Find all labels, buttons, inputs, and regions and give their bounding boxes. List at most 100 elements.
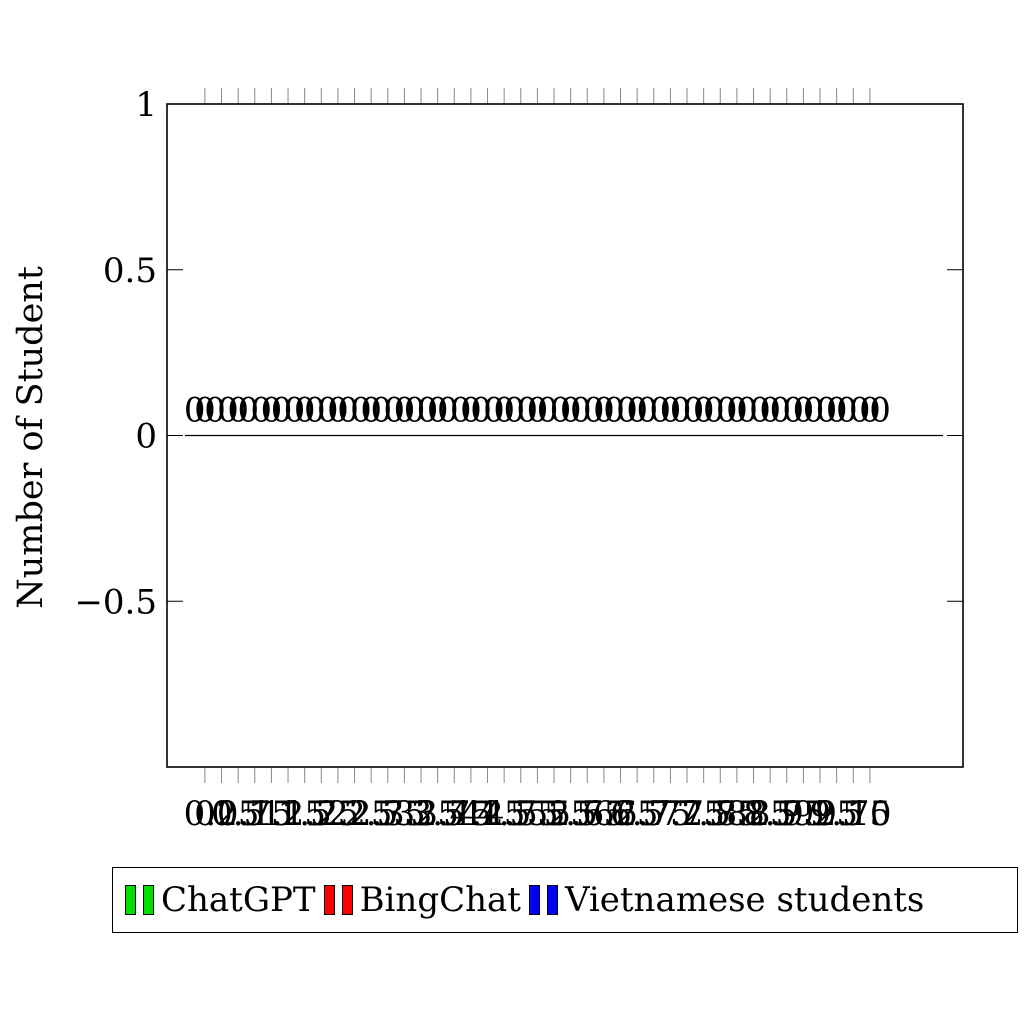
bar-value-label: 0: [693, 391, 715, 431]
y-tick-label: 1: [135, 85, 157, 125]
bar-value-label: 0: [803, 391, 825, 431]
x-tick-label: 9.5: [810, 794, 864, 834]
bar-value-label: 0: [793, 391, 815, 431]
legend-swatch: [546, 885, 558, 915]
x-tick-label: 0.25: [184, 794, 260, 834]
bar-value-label: 0: [504, 391, 526, 431]
bar-value-label: 0: [337, 391, 359, 431]
bar-value-label: 0: [217, 391, 239, 431]
x-tick-label: 2.75: [350, 794, 426, 834]
bar-value-label: 0: [593, 391, 615, 431]
x-tick-label: 10: [848, 794, 891, 834]
bar-value-label: 0: [726, 391, 748, 431]
bar-value-label: 0: [437, 391, 459, 431]
x-tick-labels: 00.250.50.7511.251.51.7522.252.52.7533.2…: [184, 794, 892, 834]
bar-value-label: 0: [826, 391, 848, 431]
x-tick-label: 4.25: [450, 794, 526, 834]
x-tick-label: 9.75: [815, 794, 891, 834]
x-tick-label: 0.75: [217, 794, 293, 834]
bar-value-label: 0: [637, 391, 659, 431]
x-tick-label: 7: [660, 794, 682, 834]
y-tick-label: 0: [135, 417, 157, 457]
bar-value-label: 0: [603, 391, 625, 431]
x-tick-label: 8.75: [749, 794, 825, 834]
bar-value-label: 0: [271, 391, 293, 431]
x-tick-label: 1.75: [283, 794, 359, 834]
x-tick-label: 4.5: [477, 794, 531, 834]
x-tick-label: 3.5: [411, 794, 465, 834]
y-tick-label: 0.5: [103, 251, 157, 291]
bar-value-label: 0: [770, 391, 792, 431]
x-tick-label: 1: [261, 794, 283, 834]
bar-value-label: 0: [527, 391, 549, 431]
bar-value-label: 0: [184, 391, 206, 431]
bar-value-label: 0: [859, 391, 881, 431]
bar-value-labels: 0 0 0 0 0 0 0 0 0 0 0 0 0 0 0 0 0 0 0 0 00 0 0 0 0 0 0 0 0 0 0 0 0 0 0 0 0 0 0…: [184, 391, 891, 431]
bar-value-label: 0: [394, 391, 416, 431]
y-tick-marks: [167, 103, 963, 602]
bar-value-label: 0: [371, 391, 393, 431]
x-tick-label: 8.25: [716, 794, 792, 834]
bar-value-label: 0: [660, 391, 682, 431]
x-tick-label: 3.75: [416, 794, 492, 834]
bar-value-label: 0: [782, 391, 804, 431]
legend-item: Vietnamese students: [528, 880, 925, 920]
bar-value-label: 0: [703, 391, 725, 431]
bar-value-label: 0: [537, 391, 559, 431]
bar-value-label: 0: [327, 391, 349, 431]
x-tick-label: 6: [593, 794, 615, 834]
bar-value-label: 0: [716, 391, 738, 431]
legend-label: Vietnamese students: [564, 880, 925, 920]
x-tick-label: 8: [726, 794, 748, 834]
bar-value-label: 0: [616, 391, 638, 431]
bar-value-label: 0: [759, 391, 781, 431]
x-tick-label: 5.75: [549, 794, 625, 834]
x-tick-label: 3: [394, 794, 416, 834]
bar-value-label: 0: [749, 391, 771, 431]
legend-label: ChatGPT: [161, 880, 316, 920]
bar-value-label: 0: [583, 391, 605, 431]
bar-value-label: 0: [849, 391, 871, 431]
y-tick-labels: −0.5 0 0.5 1: [74, 85, 157, 622]
x-tick-label: 0.5: [211, 794, 265, 834]
bar-value-label: 0: [460, 391, 482, 431]
x-tick-label: 6.5: [610, 794, 664, 834]
legend-swatch: [528, 885, 540, 915]
bar-value-label: 0: [284, 391, 306, 431]
y-axis-label: Number of Student: [11, 266, 51, 609]
bar-value-label: 0: [670, 391, 692, 431]
x-tick-label: 8.5: [743, 794, 797, 834]
x-tick-label: 1.25: [250, 794, 326, 834]
bar-value-label: 0: [550, 391, 572, 431]
bar-value-label: 0: [261, 391, 283, 431]
plot-area-frame: [166, 103, 964, 768]
legend-label: BingChat: [359, 880, 521, 920]
bar-value-label: 0: [350, 391, 372, 431]
x-tick-label: 3.25: [383, 794, 459, 834]
bar-value-label: 0: [427, 391, 449, 431]
legend: ChatGPT BingChat Vietnamese students: [112, 867, 1018, 933]
bar-value-label: 0: [250, 391, 272, 431]
legend-swatch: [341, 885, 353, 915]
x-tick-label: 6.25: [583, 794, 659, 834]
y-tick-label: −0.5: [74, 582, 157, 622]
x-tick-label: 7.5: [677, 794, 731, 834]
bar-value-label: 0: [516, 391, 538, 431]
x-tick-label: 4: [460, 794, 482, 834]
bar-value-label: 0: [417, 391, 439, 431]
legend-swatch: [323, 885, 335, 915]
bar-value-label: 0: [736, 391, 758, 431]
bar-value-label: 0: [626, 391, 648, 431]
x-tick-label: 7.75: [682, 794, 758, 834]
x-tick-label: 9.25: [782, 794, 858, 834]
bar-value-label: 0: [816, 391, 838, 431]
x-tick-label: 1.5: [278, 794, 332, 834]
bar-value-label: 0: [493, 391, 515, 431]
bar-value-label: 0: [470, 391, 492, 431]
x-tick-label: 9: [793, 794, 815, 834]
bar-value-label: 0: [204, 391, 226, 431]
bar-value-label: 0: [360, 391, 382, 431]
x-tick-label: 2: [327, 794, 349, 834]
bar-value-label: 0: [294, 391, 316, 431]
